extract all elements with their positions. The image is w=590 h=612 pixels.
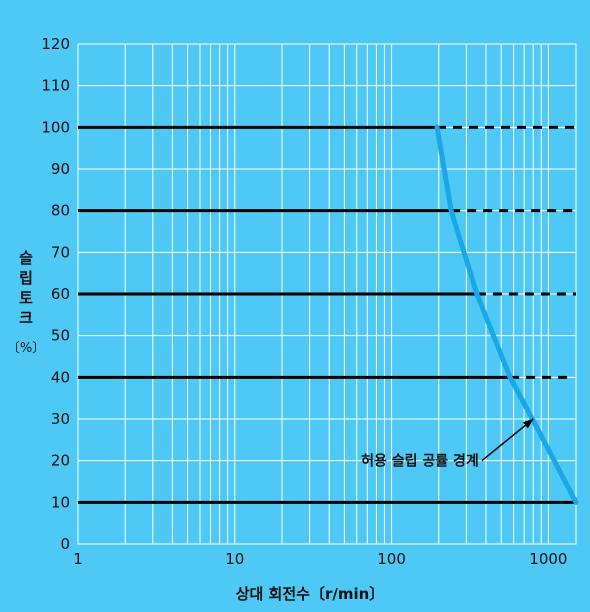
boundary-curve — [434, 124, 579, 505]
annotations: 허용 슬립 공률 경계 — [361, 418, 534, 470]
y-tick-label: 90 — [51, 160, 70, 178]
y-axis-title-char: 토 — [19, 289, 33, 307]
y-tick-label: 30 — [51, 410, 70, 428]
x-tick-label: 10 — [225, 550, 244, 568]
x-axis-title: 상대 회전수〔r/min〕 — [236, 585, 385, 603]
y-tick-label: 80 — [51, 202, 70, 220]
y-axis-title-char: 크 — [19, 309, 33, 327]
y-tick-label: 70 — [51, 243, 70, 261]
x-tick-label: 1000 — [529, 550, 567, 568]
y-axis-title-char: 립 — [19, 269, 33, 287]
annotation-label: 허용 슬립 공률 경계 — [361, 453, 479, 470]
x-tick-label: 100 — [377, 550, 406, 568]
torque-level-lines — [78, 125, 576, 504]
y-tick-label: 10 — [51, 493, 70, 511]
y-tick-label: 110 — [41, 77, 70, 95]
annotation-arrow-line — [481, 418, 534, 462]
y-tick-label: 120 — [41, 35, 70, 53]
y-axis-title: 슬 립 토 크 〔%〕 — [7, 249, 45, 356]
y-axis-unit: 〔%〕 — [7, 341, 45, 356]
y-tick-label: 60 — [51, 285, 70, 303]
y-tick-label: 20 — [51, 452, 70, 470]
y-tick-label: 40 — [51, 368, 70, 386]
x-tick-label: 1 — [73, 550, 83, 568]
y-axis-title-char: 슬 — [19, 249, 33, 267]
y-tick-label: 50 — [51, 327, 70, 345]
y-tick-label: 100 — [41, 118, 70, 136]
annotation-arrow-head — [522, 419, 534, 429]
y-tick-label: 0 — [60, 535, 70, 553]
boundary-curve-line — [434, 124, 579, 505]
